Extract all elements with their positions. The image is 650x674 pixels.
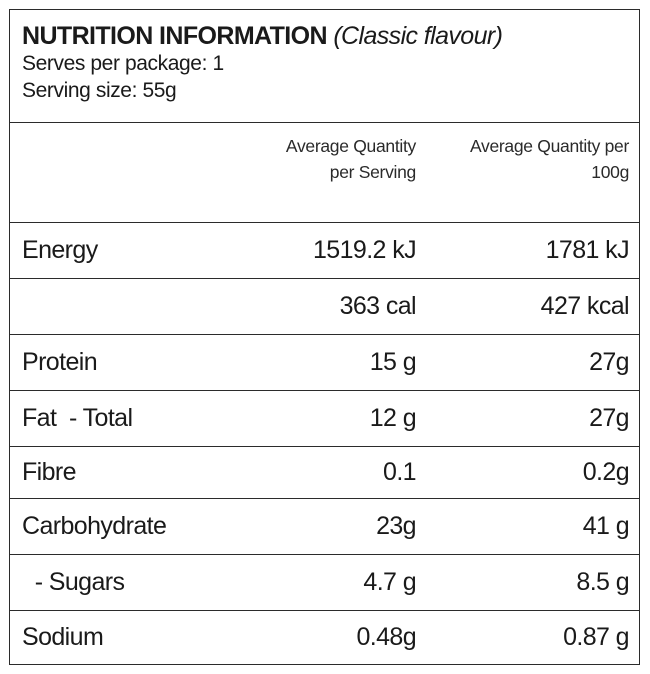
table-row-carbohydrate: Carbohydrate 23g 41 g bbox=[10, 499, 639, 555]
per-100g-value: 8.5 g bbox=[576, 568, 629, 596]
nutrient-label: Carbohydrate bbox=[22, 512, 167, 540]
title-subtitle: (Classic flavour) bbox=[333, 22, 503, 50]
column-header-line: Average Quantity per bbox=[469, 136, 629, 156]
serves-per-package: Serves per package: 1 bbox=[22, 52, 224, 75]
per-100g-value: 1781 kJ bbox=[545, 236, 630, 264]
per-serving-value: 23g bbox=[376, 512, 417, 540]
table-row-fibre: Fibre 0.1 0.2g bbox=[10, 447, 639, 499]
per-100g-value: 27g bbox=[589, 348, 630, 376]
serving-size: Serving size: 55g bbox=[22, 79, 177, 102]
nutrient-label: Fat - Total bbox=[22, 404, 133, 432]
column-header-per-100g: Average Quantity per 100g bbox=[429, 133, 629, 185]
per-100g-value: 427 kcal bbox=[540, 292, 630, 320]
per-serving-value: 1519.2 kJ bbox=[312, 236, 417, 264]
column-header-per-serving: Average Quantity per Serving bbox=[226, 133, 416, 185]
panel-title: NUTRITION INFORMATION (Classic flavour) bbox=[22, 22, 639, 50]
table-row-energy-cal: 363 cal 427 kcal bbox=[10, 279, 639, 335]
column-header-line: Average Quantity bbox=[285, 136, 416, 156]
nutrient-label: Sodium bbox=[22, 623, 104, 651]
nutrition-header: NUTRITION INFORMATION (Classic flavour) … bbox=[10, 10, 639, 123]
nutrient-label: Energy bbox=[22, 236, 98, 264]
table-row-fat-total: Fat - Total 12 g 27g bbox=[10, 391, 639, 447]
per-serving-value: 0.48g bbox=[356, 623, 416, 651]
table-row-sodium: Sodium 0.48g 0.87 g bbox=[10, 611, 639, 664]
per-100g-value: 41 g bbox=[582, 512, 630, 540]
per-serving-value: 363 cal bbox=[339, 292, 417, 320]
nutrient-label: Protein bbox=[22, 348, 98, 376]
nutrient-label: - Sugars bbox=[22, 568, 125, 596]
table-row-energy-kj: Energy 1519.2 kJ 1781 kJ bbox=[10, 223, 639, 279]
per-100g-value: 27g bbox=[589, 404, 630, 432]
per-serving-value: 4.7 g bbox=[363, 568, 416, 596]
per-100g-value: 0.87 g bbox=[563, 623, 630, 651]
column-header-row: Average Quantity per Serving Average Qua… bbox=[10, 123, 639, 223]
nutrition-panel: NUTRITION INFORMATION (Classic flavour) … bbox=[9, 9, 640, 665]
column-header-line: 100g bbox=[591, 162, 629, 182]
nutrient-label: Fibre bbox=[22, 458, 77, 486]
per-serving-value: 0.1 bbox=[383, 458, 417, 486]
column-header-line: per Serving bbox=[329, 162, 417, 182]
title-main: NUTRITION INFORMATION bbox=[22, 22, 328, 50]
table-row-protein: Protein 15 g 27g bbox=[10, 335, 639, 391]
per-serving-value: 12 g bbox=[369, 404, 417, 432]
table-row-sugars: - Sugars 4.7 g 8.5 g bbox=[10, 555, 639, 611]
per-100g-value: 0.2g bbox=[582, 458, 630, 486]
per-serving-value: 15 g bbox=[369, 348, 417, 376]
